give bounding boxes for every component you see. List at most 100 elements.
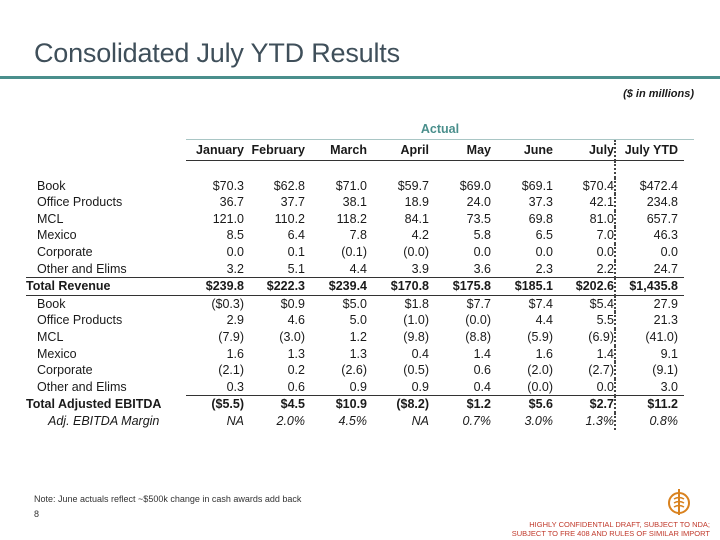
value-cell: 4.4	[349, 261, 367, 276]
confidentiality-line-1: HIGHLY CONFIDENTIAL DRAFT, SUBJECT TO ND…	[529, 520, 710, 529]
row-label: Office Products	[37, 195, 123, 210]
value-cell: 8.5	[226, 228, 244, 243]
value-cell: ($0.3)	[211, 296, 244, 311]
value-cell: 24.7	[614, 260, 684, 278]
row-label: Book	[37, 296, 66, 311]
value-cell: 38.1	[342, 195, 367, 210]
value-cell: 6.5	[535, 228, 553, 243]
page-title: Consolidated July YTD Results	[34, 38, 400, 68]
row-label: Book	[37, 178, 66, 193]
value-cell: (3.0)	[279, 329, 305, 344]
row-label: Corporate	[37, 244, 93, 259]
row-label-header	[26, 140, 186, 161]
value-cell: 4.2	[411, 228, 429, 243]
spacer-row	[26, 160, 684, 178]
value-cell: 42.1	[589, 195, 614, 210]
value-cell: (0.0)	[403, 244, 429, 259]
value-cell: $2.7	[553, 395, 615, 413]
value-cell: 3.6	[473, 261, 491, 276]
value-cell: $7.4	[528, 296, 553, 311]
page-number: 8	[34, 509, 40, 519]
row-label: MCL	[37, 329, 64, 344]
value-cell: (2.6)	[341, 363, 367, 378]
revenue-row: Mexico 8.5 6.4 7.8 4.2 5.8 6.5 7.0 46.3	[26, 227, 684, 244]
value-cell: $202.6	[553, 277, 615, 296]
value-cell: $10.9	[305, 395, 367, 413]
value-cell: (8.8)	[465, 329, 491, 344]
value-cell: 2.2	[596, 261, 614, 276]
value-cell: 0.9	[349, 379, 367, 394]
value-cell: 118.2	[336, 211, 367, 226]
value-cell: (5.9)	[527, 329, 553, 344]
value-cell: 0.6	[287, 379, 305, 394]
column-header: May	[429, 140, 491, 161]
value-cell: (2.1)	[218, 363, 244, 378]
value-cell: $7.7	[466, 296, 491, 311]
value-cell: 0.0	[614, 243, 684, 261]
ebitda-margin-row: Adj. EBITDA Margin NA 2.0% 4.5% NA 0.7% 3.0% 1.…	[26, 412, 684, 430]
value-cell: 0.0	[535, 244, 553, 259]
column-header: February	[244, 140, 305, 161]
value-cell: $175.8	[429, 277, 491, 296]
value-cell: 84.1	[404, 211, 429, 226]
value-cell: 1.6	[226, 346, 244, 361]
title-divider	[0, 76, 720, 79]
value-cell: $4.5	[244, 395, 305, 413]
value-cell: 2.9	[226, 313, 244, 328]
value-cell: 1.3	[349, 346, 367, 361]
value-cell: 27.9	[614, 295, 684, 313]
value-cell: 37.7	[280, 195, 305, 210]
value-cell: 1.4	[596, 346, 614, 361]
value-cell: (7.9)	[218, 329, 244, 344]
total-revenue-row: Total Revenue $239.8 $222.3 $239.4 $170.8 $17…	[26, 277, 684, 296]
value-cell: 0.8%	[614, 412, 684, 430]
value-cell: 1.2	[349, 329, 367, 344]
revenue-row: Other and Elims 3.2 5.1 4.4 3.9 3.6 2.3 2.2 24.7	[26, 260, 684, 278]
value-cell: 1.3	[287, 346, 305, 361]
value-cell: 0.0	[596, 379, 614, 394]
value-cell: 657.7	[614, 210, 684, 228]
ebitda-row: Book ($0.3) $0.9 $5.0 $1.8 $7.7 $7.4 $5.4 27.9	[26, 295, 684, 313]
ebitda-row: Corporate (2.1) 0.2 (2.6) (0.5) 0.6 (2.0) (2.7)…	[26, 362, 684, 379]
value-cell: 37.3	[528, 195, 553, 210]
units-label: ($ in millions)	[623, 88, 694, 100]
value-cell: $1,435.8	[614, 277, 684, 296]
value-cell: 0.7%	[462, 413, 492, 428]
row-label: Total Revenue	[26, 277, 186, 296]
ebitda-row: MCL (7.9) (3.0) 1.2 (9.8) (8.8) (5.9) (6.9) (41.…	[26, 328, 684, 346]
value-cell: 1.4	[473, 346, 491, 361]
value-cell: $185.1	[491, 277, 553, 296]
value-cell: 46.3	[614, 227, 684, 244]
column-header: March	[305, 140, 367, 161]
value-cell: (41.0)	[614, 328, 684, 346]
value-cell: $11.2	[614, 395, 684, 413]
value-cell: 0.9	[411, 379, 429, 394]
value-cell: 4.6	[287, 313, 305, 328]
value-cell: (2.0)	[527, 363, 553, 378]
value-cell: 0.4	[473, 379, 491, 394]
revenue-row: Corporate 0.0 0.1 (0.1) (0.0) 0.0 0.0 0.0 0.0	[26, 243, 684, 261]
value-cell: $239.4	[305, 277, 367, 296]
actual-group-header: Actual	[420, 122, 460, 136]
value-cell: 110.2	[274, 211, 305, 226]
column-header-row: January February March April May June July July…	[26, 140, 684, 161]
value-cell: 36.7	[219, 195, 244, 210]
row-label: Total Adjusted EBITDA	[26, 397, 162, 412]
value-cell: 6.4	[287, 228, 305, 243]
column-header: April	[367, 140, 429, 161]
value-cell: $5.0	[342, 296, 367, 311]
value-cell: 3.9	[411, 261, 429, 276]
value-cell: $1.8	[404, 296, 429, 311]
value-cell: (9.8)	[403, 329, 429, 344]
spacer-cell	[244, 161, 305, 178]
row-label: MCL	[37, 211, 64, 226]
value-cell: ($5.5)	[186, 395, 244, 413]
value-cell: $222.3	[244, 277, 305, 296]
value-cell: (0.1)	[341, 244, 367, 259]
value-cell: (1.0)	[403, 313, 429, 328]
value-cell: $5.4	[589, 296, 614, 311]
value-cell: 0.0	[473, 244, 491, 259]
value-cell: 5.0	[349, 313, 367, 328]
total-ebitda-row: Total Adjusted EBITDA ($5.5) $4.5 $10.9 ($8.…	[26, 395, 684, 413]
row-label: Mexico	[37, 346, 77, 361]
